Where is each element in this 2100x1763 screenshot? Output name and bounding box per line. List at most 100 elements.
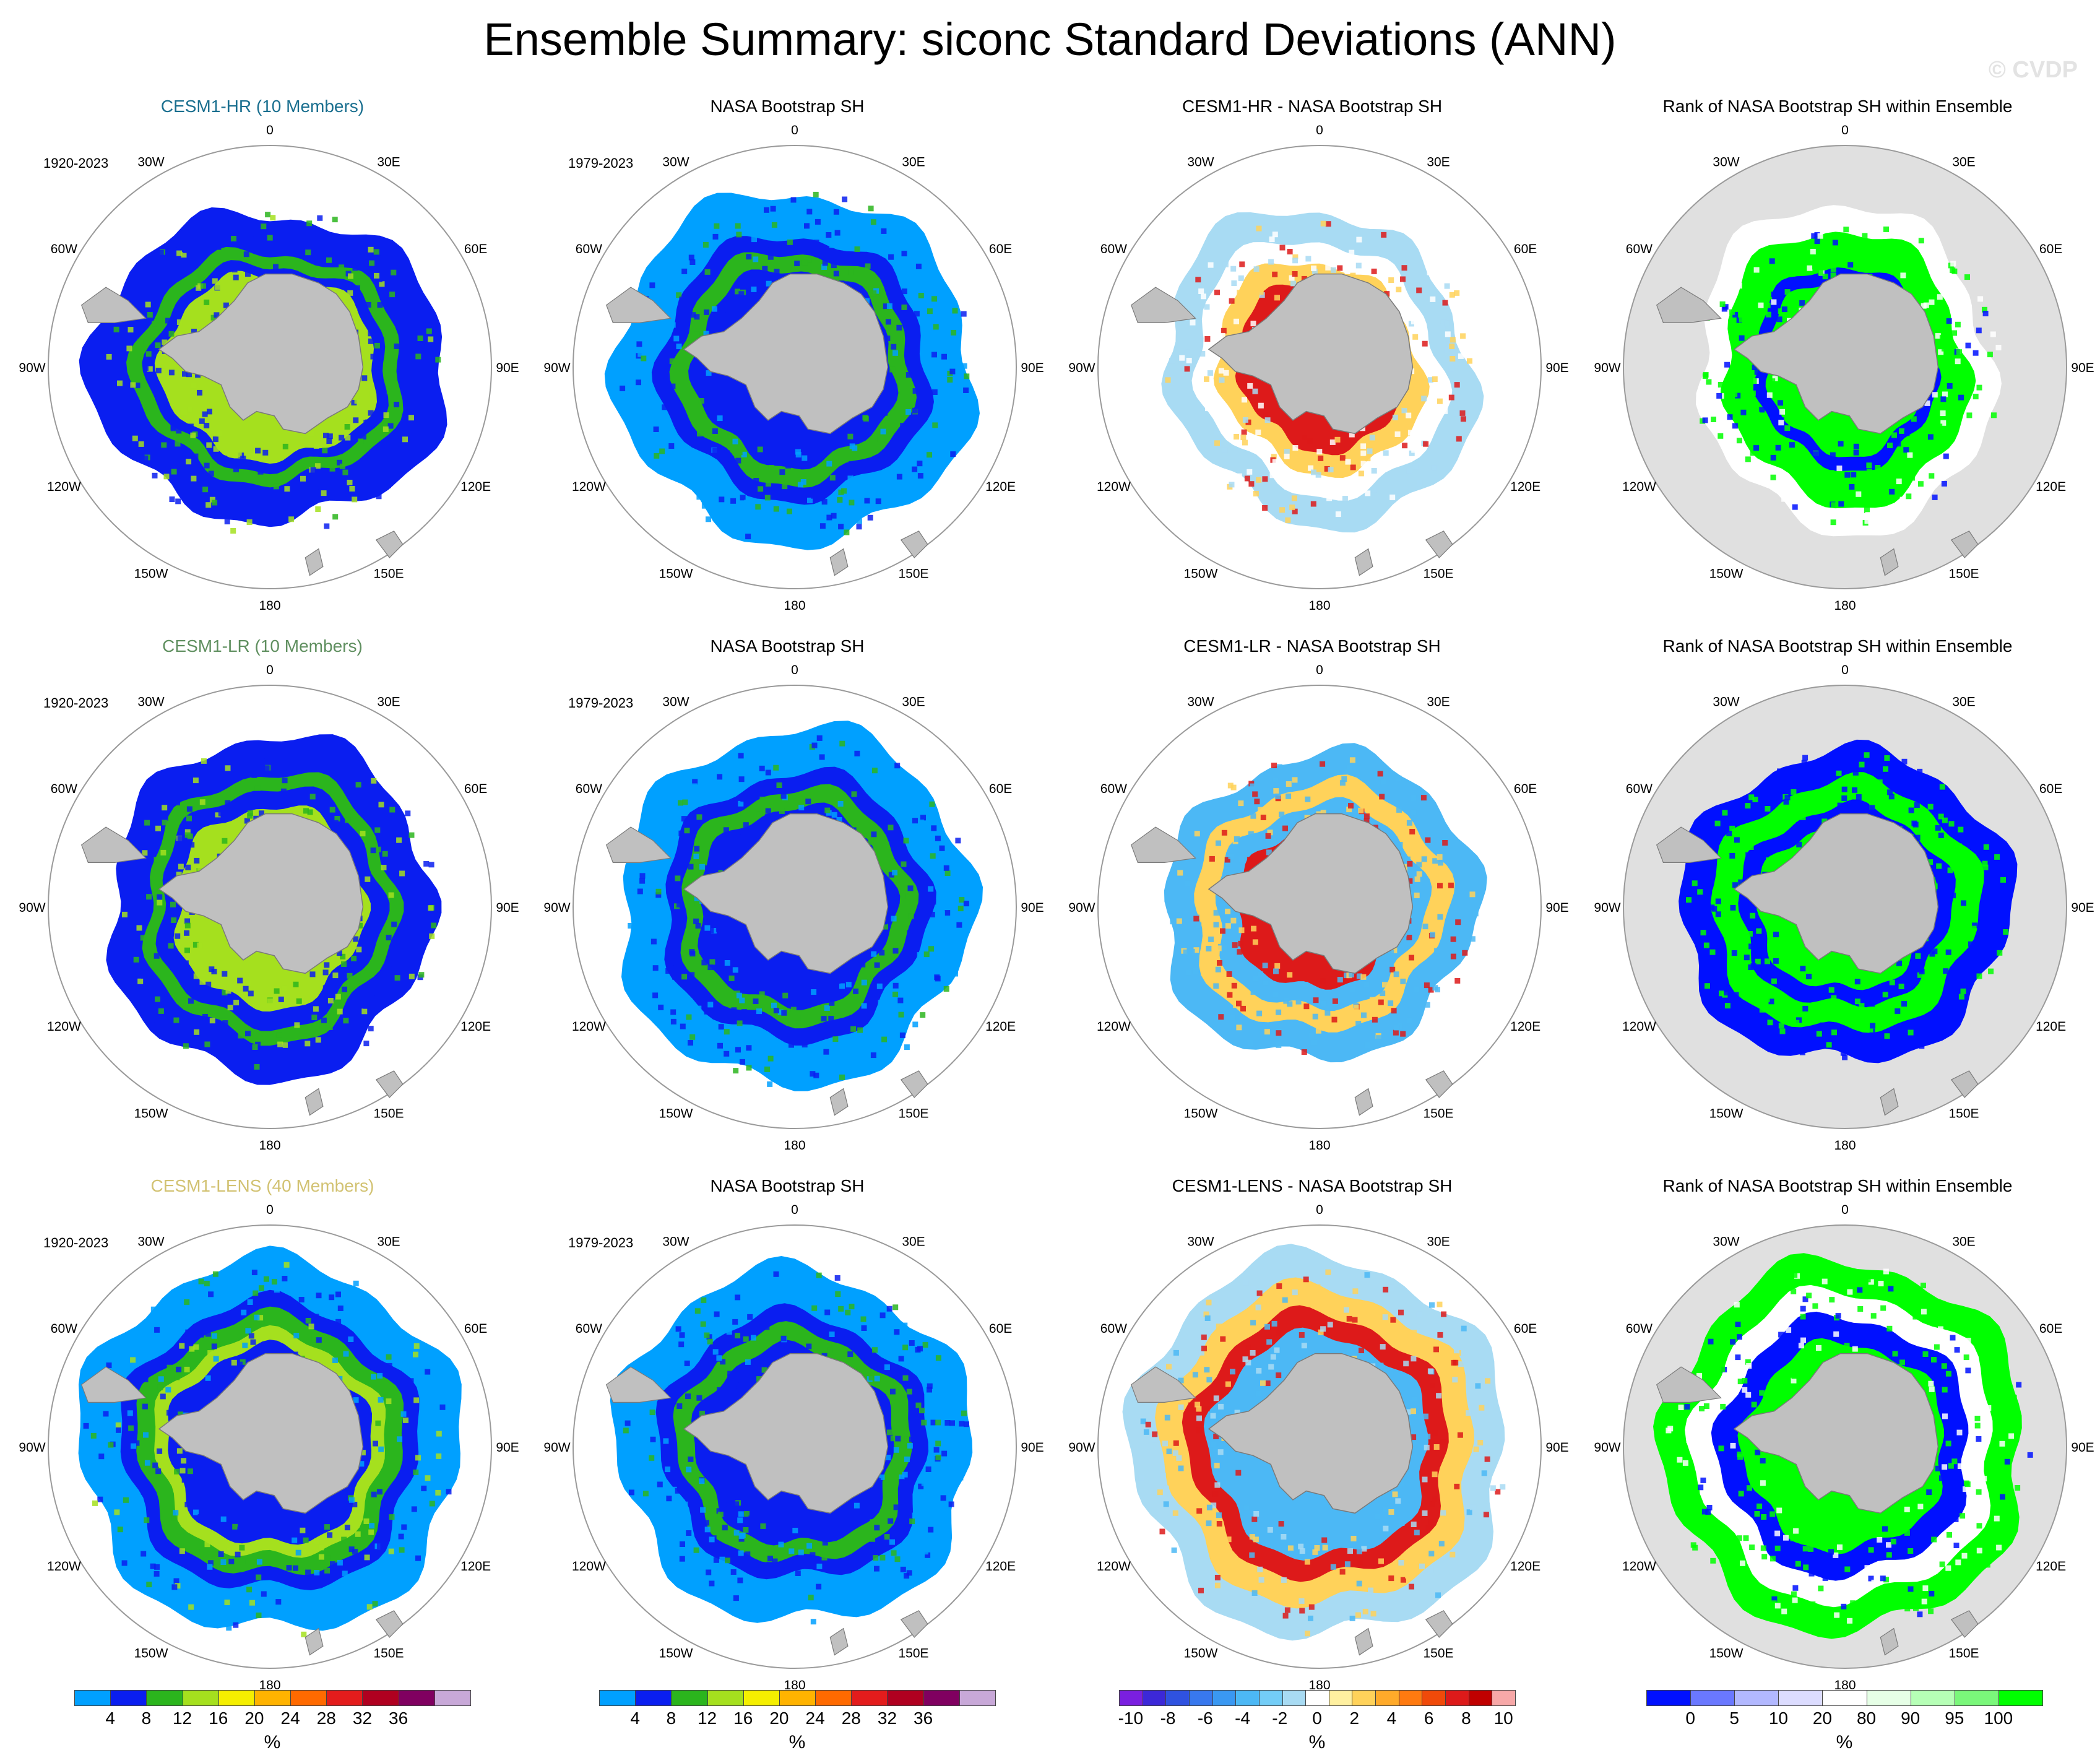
panel-title: CESM1-HR - NASA Bootstrap SH [1182,97,1443,116]
colorbar-difference: -10 -8 -6 -4 -2 0 2 4 6 8 10% [1118,1690,1516,1758]
colorbar-rank: 0 5 10 20 80 90 95 100% [1646,1690,2043,1758]
panel-title: Rank of NASA Bootstrap SH within Ensembl… [1662,97,2013,116]
tasmania-landmass [1354,1088,1373,1116]
longitude-label: 60E [1514,782,1537,796]
longitude-label: 120E [460,480,491,494]
antarctica-landmass [683,273,889,435]
colorbar-swatch [1212,1690,1237,1706]
longitude-label: 30W [137,1234,164,1249]
antarctica-landmass [683,813,889,974]
colorbar-swatch [110,1690,147,1706]
longitude-label: 30W [662,155,689,169]
colorbar-swatch [1258,1690,1283,1706]
colorbar-std-dev: 4 8 12 16 20 24 28 32 36% [74,1690,471,1758]
map-panel: 0 30E 60E 90E 120E 150E 180 150W 120W 90W 60W 30W CE… [0,633,525,1171]
longitude-label: 90E [496,901,519,915]
tasmania-landmass [1880,1088,1899,1116]
longitude-label: 60W [51,1322,77,1336]
colorbar-unit: % [264,1732,281,1752]
colorbar-tick-label: 5 [1729,1709,1740,1728]
colorbar-swatch [254,1690,292,1706]
colorbar-swatch [1910,1690,1955,1706]
new-zealand-landmass [1950,1610,1979,1638]
colorbar-tick-label: -8 [1160,1709,1176,1728]
colorbar-tick-label: -10 [1118,1709,1144,1728]
colorbar-tick-label: 36 [389,1709,408,1728]
panel-title: NASA Bootstrap SH [710,636,865,656]
longitude-label: 150E [1948,1647,1979,1661]
colorbar-swatch [671,1690,708,1706]
longitude-label: 150E [1423,1107,1453,1121]
longitude-label: 30E [377,155,400,169]
colorbar-swatch [146,1690,183,1706]
longitude-label: 150W [1709,1647,1744,1661]
longitude-label: 90W [1068,361,1095,375]
longitude-label: 60W [1626,782,1653,796]
new-zealand-landmass [1425,1610,1453,1638]
longitude-label: 150E [373,567,404,581]
tasmania-landmass [305,1088,324,1116]
longitude-label: 90W [543,901,570,915]
longitude-label: 90E [1021,1440,1044,1455]
longitude-label: 150W [1184,1647,1218,1661]
longitude-label: 120W [1622,480,1656,494]
longitude-label: 180 [784,1138,805,1153]
longitude-label: 180 [1308,1678,1330,1692]
longitude-label: 60E [1514,242,1537,256]
colorbar-swatch [599,1690,636,1706]
antarctica-landmass [1208,273,1414,435]
longitude-label: 0 [1841,1203,1849,1217]
polar-map: 0 30E 60E 90E 120E 150E 180 150W 120W 90W 60W 30W [1068,1203,1568,1692]
tasmania-landmass [305,548,324,576]
map-panel: 0 30E 60E 90E 120E 150E 180 150W 120W 90W 60W 30W NA… [525,93,1050,631]
colorbar-tick-label: 4 [105,1709,115,1728]
colorbar-swatch [815,1690,852,1706]
longitude-label: 90E [1545,901,1568,915]
colorbar-swatch [959,1690,996,1706]
longitude-label: 120W [47,480,81,494]
colorbar-swatch [923,1690,960,1706]
longitude-label: 90E [2071,361,2094,375]
colorbar-unit: % [1308,1732,1326,1752]
polar-map: 0 30E 60E 90E 120E 150E 180 150W 120W 90W 60W 30W [543,663,1044,1153]
south-america-landmass [605,287,672,323]
longitude-label: 0 [1316,663,1323,677]
longitude-label: 30W [1713,1234,1739,1249]
longitude-label: 120E [985,1020,1016,1034]
colorbar-tick-label: 24 [280,1709,300,1728]
longitude-label: 180 [784,1678,805,1692]
tasmania-landmass [829,1088,849,1116]
colorbar-tick-label: 10 [1768,1709,1788,1728]
colorbar-swatch [1866,1690,1911,1706]
longitude-label: 90E [1021,361,1044,375]
cvdp-watermark: © CVDP [1988,57,2078,83]
antarctica-landmass [1208,1353,1414,1514]
longitude-label: 120E [2036,1020,2066,1034]
polar-map: 0 30E 60E 90E 120E 150E 180 150W 120W 90W 60W 30W [543,123,1044,613]
longitude-label: 150E [1423,1647,1453,1661]
longitude-label: 90W [1594,1440,1620,1455]
map-panel: 0 30E 60E 90E 120E 150E 180 150W 120W 90W 60W 30W NA… [525,633,1050,1171]
polar-map: 0 30E 60E 90E 120E 150E 180 150W 120W 90W 60W 30W [1594,1203,2094,1692]
colorbar-tick-label: -6 [1197,1709,1213,1728]
longitude-label: 60E [464,242,487,256]
longitude-label: 90W [543,361,570,375]
colorbar-swatch [1954,1690,1999,1706]
polar-map: 0 30E 60E 90E 120E 150E 180 150W 120W 90W 60W 30W [1594,123,2094,613]
colorbar-tick-label: 8 [666,1709,676,1728]
longitude-label: 150E [898,1107,928,1121]
longitude-label: 90W [1594,901,1620,915]
period-label: 1920-2023 [43,695,109,711]
new-zealand-landmass [900,1070,928,1098]
longitude-label: 30W [662,695,689,709]
longitude-label: 30E [1952,155,1975,169]
longitude-label: 0 [1841,123,1849,137]
longitude-label: 30E [1952,695,1975,709]
polar-map: 0 30E 60E 90E 120E 150E 180 150W 120W 90W 60W 30W [1068,123,1568,613]
new-zealand-landmass [375,1610,404,1638]
longitude-label: 30E [902,155,925,169]
colorbar-swatch [1375,1690,1399,1706]
map-panel: 0 30E 60E 90E 120E 150E 180 150W 120W 90W 60W 30W CE… [1050,633,1575,1171]
colorbar-tick-label: 100 [1984,1709,2013,1728]
colorbar-tick-label: 12 [697,1709,717,1728]
